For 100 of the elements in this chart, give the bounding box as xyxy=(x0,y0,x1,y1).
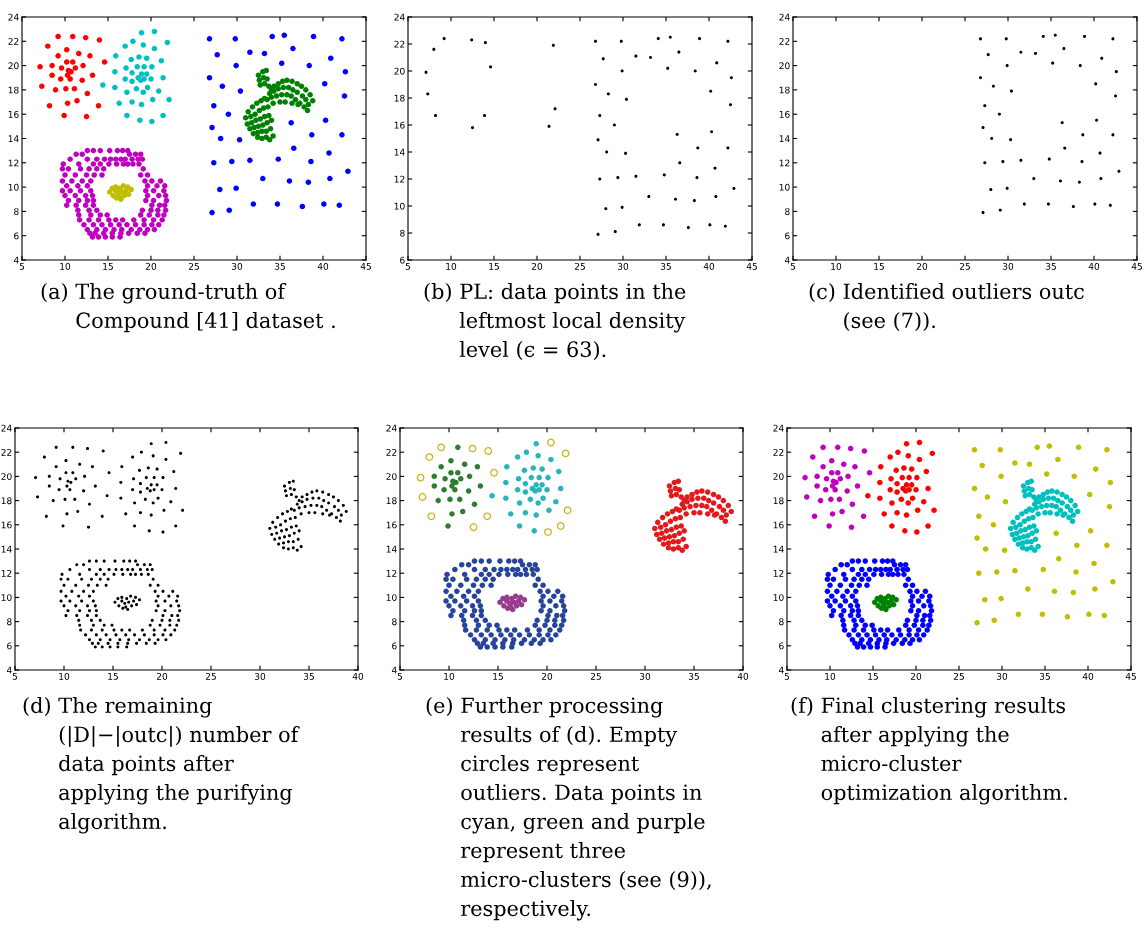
y-tick-label: 10 xyxy=(779,183,790,191)
y-tick-label: 20 xyxy=(773,473,784,480)
x-tick-label: 30 xyxy=(254,672,266,680)
x-tick-label: 5 xyxy=(790,263,796,270)
y-tick-label: 16 xyxy=(394,121,405,129)
y-tick-label: 18 xyxy=(386,497,397,505)
x-tick-label: 10 xyxy=(60,262,71,270)
y-tick-label: 14 xyxy=(386,545,397,553)
text: (e) Further processing results of (d). Empty circles represent outliers. Data points in cyan, green and purple represent three micro-clusters (see (9)), respectively. xyxy=(426,697,711,921)
x-tick-label: 35 xyxy=(1045,262,1056,270)
y-tick-label: 16 xyxy=(773,521,784,529)
x-tick-label: 15 xyxy=(868,673,878,680)
x-tick-label: 30 xyxy=(231,262,243,270)
x-tick-label: 20 xyxy=(145,262,157,270)
y-tick-label: 20 xyxy=(779,62,790,70)
x-tick-label: 25 xyxy=(590,672,601,680)
y-tick-label: 18 xyxy=(773,497,784,505)
y-tick-label: 24 xyxy=(386,424,397,432)
x-tick-label: 45 xyxy=(1125,673,1136,680)
x-tick-label: 15 xyxy=(493,673,503,680)
y-tick-label: 16 xyxy=(8,110,19,118)
y-tick-label: 22 xyxy=(8,38,19,45)
y-tick-label: 20 xyxy=(8,62,19,70)
y-tick-label: 24 xyxy=(1,424,12,432)
x-tick-label: 35 xyxy=(274,262,285,270)
y-tick-label: 24 xyxy=(394,13,405,21)
x-tick-label: 25 xyxy=(188,262,199,270)
x-tick-label: 30 xyxy=(1002,262,1014,270)
y-tick-label: 4 xyxy=(6,666,12,674)
x-tick-label: 5 xyxy=(405,263,411,270)
x-tick-label: 40 xyxy=(703,262,715,270)
y-tick-label: 4 xyxy=(784,256,790,264)
x-tick-label: 15 xyxy=(108,673,118,680)
x-tick-label: 10 xyxy=(446,262,457,270)
y-tick-label: 12 xyxy=(386,569,397,577)
y-tick-label: 24 xyxy=(779,13,790,21)
y-tick-label: 16 xyxy=(386,521,397,529)
text: (a) The ground-truth of Compound [41] dataset . xyxy=(41,283,335,333)
y-tick-label: 4 xyxy=(391,666,397,674)
y-tick-label: 22 xyxy=(773,448,784,456)
y-tick-label: 14 xyxy=(779,135,790,142)
y-tick-label: 12 xyxy=(779,159,790,167)
text: (f) Final clustering results after applying the micro-cluster optimization algorithm. xyxy=(791,697,1067,805)
text: (c) Identified outliers outc (see (7)). xyxy=(809,283,1084,332)
y-tick-label: 6 xyxy=(392,642,397,650)
x-tick-label: 20 xyxy=(531,262,543,270)
y-tick-label: 6 xyxy=(7,642,12,650)
x-tick-label: 10 xyxy=(825,672,836,680)
y-tick-label: 22 xyxy=(394,40,405,48)
x-tick-label: 5 xyxy=(12,673,18,680)
y-tick-label: 10 xyxy=(1,594,12,601)
y-tick-label: 14 xyxy=(1,545,12,553)
x-tick-label: 30 xyxy=(996,672,1008,680)
y-tick-label: 8 xyxy=(392,618,397,626)
y-tick-label: 16 xyxy=(1,521,12,529)
y-tick-label: 12 xyxy=(8,159,19,167)
y-tick-label: 18 xyxy=(394,94,405,102)
text: (d) The remaining (|D|−|outc|) number of data points after applying the purifying algorithm. xyxy=(23,697,300,834)
x-tick-label: 35 xyxy=(660,262,671,270)
y-tick-label: 20 xyxy=(1,473,12,480)
y-tick-label: 18 xyxy=(1,497,12,505)
x-tick-label: 40 xyxy=(352,672,364,680)
y-tick-label: 10 xyxy=(386,594,397,601)
y-tick-label: 12 xyxy=(773,569,784,577)
x-tick-label: 40 xyxy=(1088,262,1100,270)
y-tick-label: 12 xyxy=(394,175,405,183)
x-tick-label: 25 xyxy=(574,262,585,270)
y-tick-label: 20 xyxy=(386,473,397,480)
y-tick-label: 10 xyxy=(773,594,784,601)
x-tick-label: 15 xyxy=(874,263,884,270)
x-tick-label: 10 xyxy=(444,672,455,680)
x-tick-label: 20 xyxy=(910,672,922,680)
y-tick-label: 4 xyxy=(13,256,19,264)
y-tick-label: 8 xyxy=(785,208,790,215)
y-tick-label: 10 xyxy=(394,202,405,210)
y-tick-label: 8 xyxy=(400,229,405,237)
x-tick-label: 5 xyxy=(19,263,25,270)
x-tick-label: 20 xyxy=(156,672,168,680)
x-tick-label: 15 xyxy=(489,263,499,270)
y-tick-label: 8 xyxy=(779,618,784,626)
x-tick-label: 25 xyxy=(959,262,970,270)
x-tick-label: 40 xyxy=(737,672,749,680)
y-tick-label: 8 xyxy=(14,208,19,215)
y-tick-label: 6 xyxy=(400,256,405,264)
y-tick-label: 10 xyxy=(8,183,19,191)
x-tick-label: 20 xyxy=(916,262,928,270)
y-tick-label: 6 xyxy=(785,232,790,240)
y-tick-label: 24 xyxy=(773,424,784,432)
y-tick-label: 22 xyxy=(386,448,397,456)
y-tick-label: 18 xyxy=(779,86,790,94)
x-tick-label: 10 xyxy=(831,262,842,270)
x-tick-label: 40 xyxy=(1082,672,1094,680)
x-tick-label: 45 xyxy=(1131,263,1142,270)
text: (b) PL: data points in the leftmost local density level (ϵ = 63). xyxy=(424,283,686,361)
y-tick-label: 12 xyxy=(1,569,12,577)
x-tick-label: 30 xyxy=(617,262,629,270)
x-tick-label: 10 xyxy=(59,672,70,680)
y-tick-label: 18 xyxy=(8,86,19,94)
y-tick-label: 6 xyxy=(779,642,784,650)
y-tick-label: 14 xyxy=(8,135,19,142)
